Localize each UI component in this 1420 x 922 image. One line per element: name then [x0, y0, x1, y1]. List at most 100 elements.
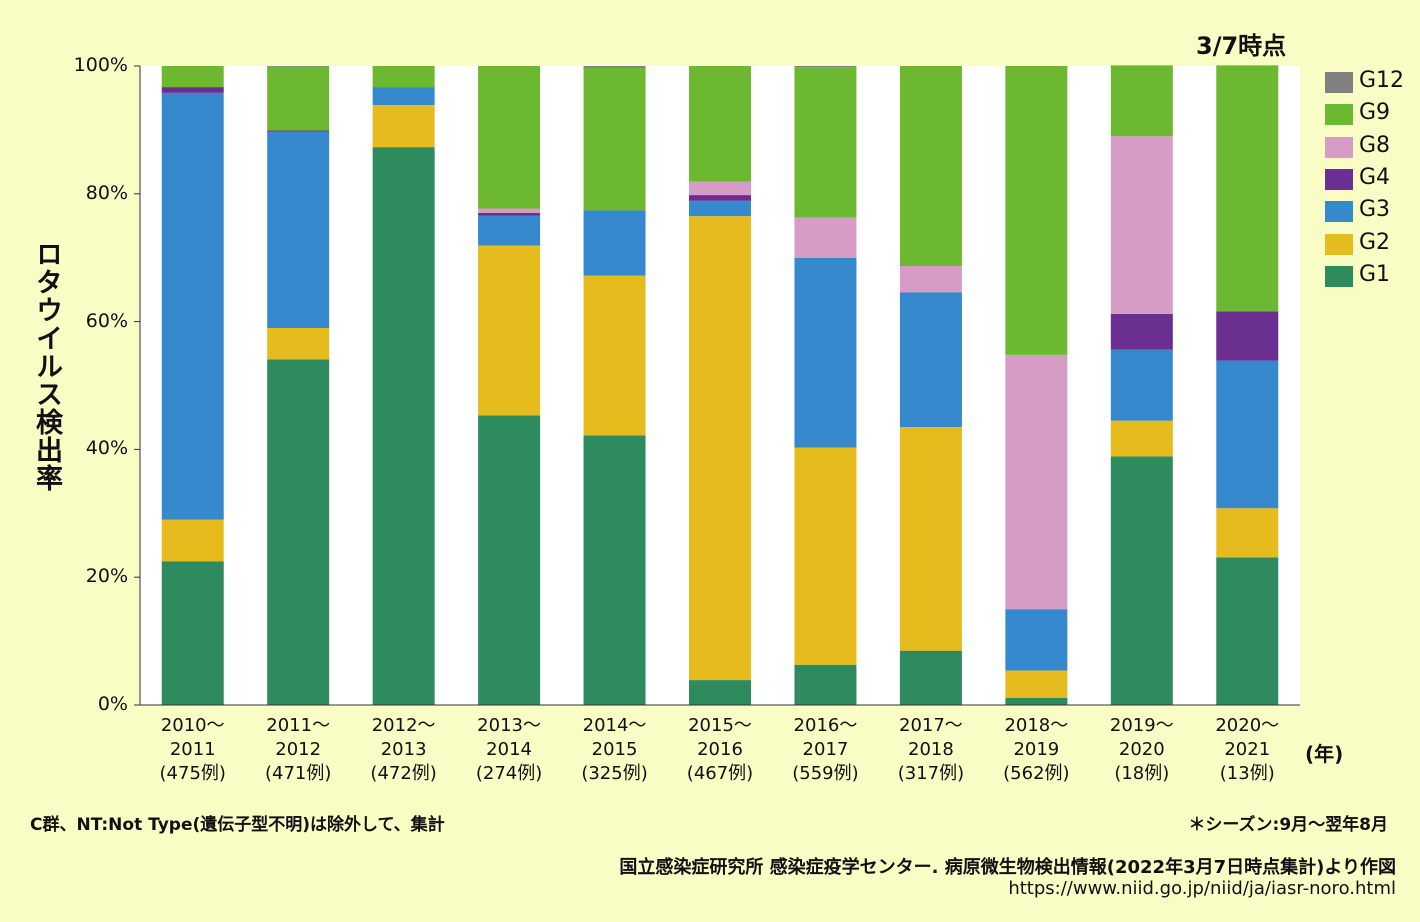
bar-g2-9: [1110, 420, 1173, 457]
bar-g12-6: [794, 66, 857, 68]
legend-label: G12: [1359, 68, 1405, 93]
bar-g9-9: [1110, 65, 1173, 137]
x-category-line1: 2010～: [160, 715, 225, 736]
x-category-line1: 2012～: [371, 715, 436, 736]
footnote-season: ＊シーズン:9月～翌年8月: [1188, 815, 1388, 835]
bar-g9-0: [161, 66, 224, 88]
bar-g2-6: [794, 447, 857, 665]
bar-g9-2: [372, 66, 435, 88]
bar-g8-7: [899, 266, 962, 293]
legend-label: G2: [1359, 229, 1391, 255]
x-category-line3: (562例): [1003, 763, 1070, 784]
bar-g3-8: [1005, 609, 1068, 671]
y-tick-label: 40%: [85, 437, 128, 460]
bar-g2-10: [1216, 508, 1279, 558]
x-category-label: 2016～ 2017 (559例): [770, 714, 880, 786]
legend-swatch: [1325, 104, 1353, 126]
bar-g2-7: [899, 427, 962, 651]
x-category-line3: (317例): [897, 763, 965, 784]
x-category-line1: 2011～: [266, 715, 331, 736]
bar-g2-2: [372, 104, 435, 148]
x-category-label: 2019～ 2020 (18例): [1087, 714, 1197, 786]
x-category-line2: 2012: [275, 739, 322, 760]
legend-swatch: [1325, 168, 1353, 190]
bar-g3-6: [794, 257, 857, 448]
x-category-line2: 2021: [1224, 739, 1271, 760]
bar-g9-8: [1005, 66, 1068, 355]
bar-g9-1: [267, 66, 330, 131]
x-category-line2: 2011: [169, 739, 216, 760]
x-category-label: 2018～ 2019 (562例): [981, 714, 1091, 786]
bar-g4-0: [161, 87, 224, 93]
bar-g4-1: [267, 130, 330, 132]
bar-g9-6: [794, 67, 857, 218]
x-category-line3: (274例): [475, 763, 543, 784]
x-category-line3: (467例): [686, 763, 754, 784]
bar-g2-3: [478, 245, 541, 416]
bar-g3-5: [689, 200, 751, 217]
bar-g8-6: [794, 217, 857, 258]
legend-label: G3: [1359, 197, 1391, 223]
bar-g8-9: [1110, 136, 1173, 314]
bar-g1-1: [267, 359, 330, 705]
x-category-label: 2017～ 2018 (317例): [876, 714, 986, 786]
x-category-line1: 2015～: [688, 715, 752, 736]
bar-g1-2: [372, 147, 435, 705]
x-category-label: 2015～ 2016 (467例): [665, 714, 775, 786]
x-category-line1: 2017～: [899, 715, 963, 736]
x-category-label: 2012～ 2013 (472例): [349, 714, 459, 786]
x-category-line1: 2014～: [582, 715, 647, 736]
legend-swatch: [1325, 201, 1353, 223]
x-category-line2: 2015: [591, 739, 638, 760]
bar-g1-4: [583, 435, 646, 705]
x-axis-unit: (年): [1305, 742, 1344, 766]
bar-g1-0: [161, 561, 224, 706]
bar-g4-9: [1110, 313, 1173, 350]
bar-g2-0: [161, 519, 224, 562]
bar-g3-3: [478, 215, 541, 246]
bar-g1-3: [478, 415, 541, 705]
x-category-label: 2011～ 2012 (471例): [243, 714, 353, 786]
bar-g8-8: [1005, 354, 1068, 610]
bar-g1-9: [1110, 456, 1173, 705]
x-category-line3: (472例): [370, 763, 437, 784]
y-ticks: [134, 65, 140, 706]
legend-swatch: [1325, 233, 1353, 255]
footnote-source: 国立感染症研究所 感染症疫学センター. 病原微生物検出情報(2022年3月7日時…: [619, 857, 1396, 878]
bar-g3-4: [583, 210, 646, 276]
bar-g2-4: [583, 275, 646, 436]
x-category-label: 2014～ 2015 (325例): [560, 714, 670, 786]
bar-g3-2: [372, 87, 435, 105]
legend-swatch: [1325, 136, 1353, 158]
y-axis-title: ロタウイルス検出率: [31, 240, 62, 492]
bar-g1-7: [899, 650, 962, 705]
bar-g4-3: [478, 212, 541, 216]
x-category-line3: (13例): [1219, 763, 1275, 784]
bar-g3-9: [1110, 349, 1173, 421]
footnote-url: https://www.niid.go.jp/niid/ja/iasr-noro…: [1008, 878, 1396, 899]
legend-label: G4: [1359, 164, 1391, 190]
legend-swatch: [1325, 72, 1353, 93]
bar-g1-10: [1216, 557, 1279, 705]
bars-group: [161, 65, 1279, 706]
bar-g3-1: [267, 131, 330, 328]
x-category-line3: (18例): [1114, 763, 1170, 784]
legend-label: G1: [1359, 261, 1391, 287]
bar-g3-0: [161, 92, 224, 520]
x-category-line2: 2018: [908, 739, 954, 760]
x-category-line3: (471例): [264, 763, 332, 784]
legend-swatch: [1325, 265, 1353, 287]
x-category-line3: (325例): [581, 763, 648, 784]
bar-g9-3: [478, 66, 541, 209]
bar-g4-10: [1216, 311, 1279, 361]
x-category-line1: 2019～: [1109, 715, 1174, 736]
bar-g9-7: [899, 66, 962, 267]
bar-g9-4: [583, 67, 646, 211]
bar-g1-8: [1005, 697, 1068, 705]
legend-label: G9: [1359, 100, 1391, 126]
x-category-label: 2020～ 2021 (13例): [1192, 714, 1302, 786]
y-tick-label: 100%: [73, 54, 128, 76]
y-tick-label: 20%: [85, 565, 128, 588]
bar-g3-10: [1216, 360, 1279, 509]
